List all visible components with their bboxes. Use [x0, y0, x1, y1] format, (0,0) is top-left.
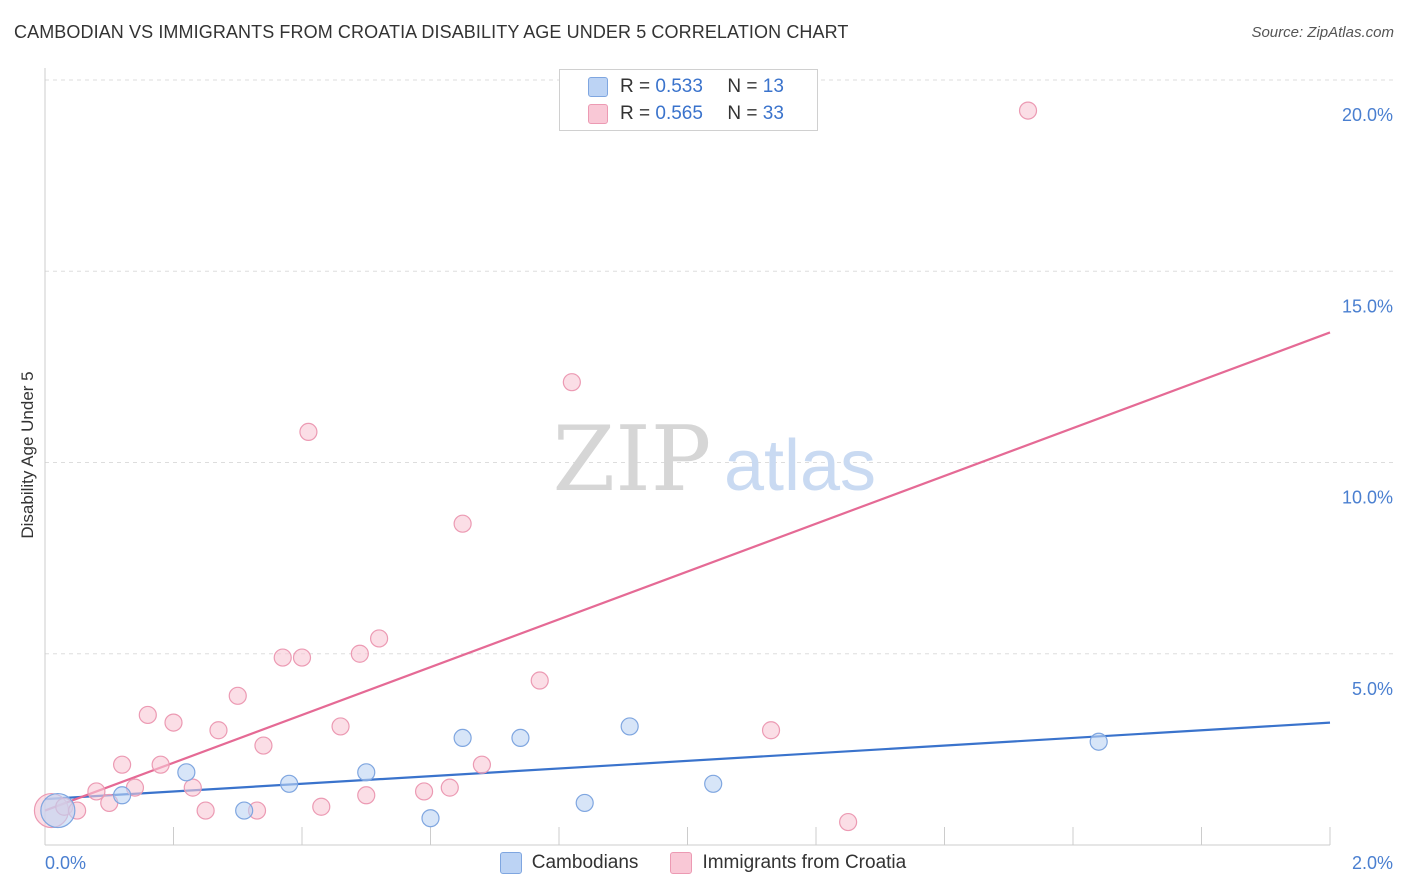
point-croatia	[196, 801, 215, 820]
point-croatia	[562, 373, 581, 392]
r-label: R =	[620, 76, 651, 97]
point-cambodians	[453, 728, 472, 748]
point-croatia	[209, 721, 228, 740]
y-tick-label: 5.0%	[1352, 679, 1393, 699]
point-croatia	[292, 648, 312, 667]
trend-lines	[44, 331, 1331, 812]
n-value: 33	[762, 103, 784, 124]
point-croatia	[273, 648, 292, 667]
point-cambodians	[620, 717, 639, 736]
legend-label-croatia: Immigrants from Croatia	[702, 852, 907, 873]
y-tick-label: 10.0%	[1342, 488, 1393, 508]
croatia-swatch	[588, 104, 608, 124]
point-cambodians	[421, 809, 440, 828]
point-croatia	[453, 514, 472, 533]
point-croatia	[112, 755, 132, 774]
trend-line-cambodians	[44, 721, 1331, 801]
data-points	[33, 101, 1108, 832]
point-croatia	[183, 778, 202, 797]
stats-legend: R = 0.533 N = 13 R = 0.565 N = 33	[559, 69, 818, 131]
point-croatia	[164, 713, 183, 732]
legend-item-cambodians[interactable]: Cambodians	[499, 852, 639, 874]
point-croatia	[228, 686, 247, 705]
point-cambodians	[235, 801, 254, 820]
axes	[44, 68, 1331, 846]
point-croatia	[87, 782, 106, 801]
point-croatia	[440, 778, 459, 797]
gridlines	[45, 79, 1395, 655]
r-value: 0.565	[655, 103, 703, 124]
point-cambodians	[1089, 732, 1108, 751]
point-cambodians	[357, 763, 376, 782]
y-tick-label: 20.0%	[1342, 105, 1393, 125]
n-value: 13	[762, 76, 784, 97]
x-tick-label: 0.0%	[45, 853, 86, 873]
point-cambodians	[704, 774, 723, 793]
legend-row-croatia: R = 0.565 N = 33	[588, 103, 784, 125]
point-croatia	[839, 812, 858, 832]
x-tick-label: 2.0%	[1352, 853, 1393, 873]
point-cambodians	[280, 774, 299, 793]
trend-line-croatia	[44, 331, 1331, 812]
point-cambodians	[511, 728, 530, 748]
cambodians-swatch	[499, 852, 522, 874]
watermark: ZIP atlas	[553, 407, 876, 512]
point-cambodians	[40, 792, 76, 829]
point-croatia	[138, 705, 157, 725]
point-croatia	[370, 629, 389, 648]
legend-item-croatia[interactable]: Immigrants from Croatia	[670, 852, 906, 874]
n-label: N =	[727, 76, 758, 97]
point-cambodians	[112, 786, 132, 805]
croatia-swatch	[670, 852, 693, 874]
watermark-zip: ZIP	[553, 407, 712, 512]
y-tick-label: 15.0%	[1342, 296, 1393, 316]
point-croatia	[530, 671, 549, 690]
point-croatia	[312, 797, 331, 816]
legend-label-cambodians: Cambodians	[531, 852, 639, 873]
tick-labels: 5.0% 10.0% 15.0% 20.0% 0.0% 2.0%	[45, 105, 1393, 873]
point-croatia	[151, 755, 170, 774]
series-legend: Cambodians Immigrants from Croatia	[0, 852, 1406, 874]
r-label: R =	[620, 103, 651, 124]
source-label: Source: ZipAtlas.com	[1251, 24, 1394, 41]
cambodians-swatch	[588, 77, 608, 97]
point-cambodians	[575, 793, 594, 813]
point-croatia	[331, 717, 350, 736]
point-croatia	[472, 755, 491, 774]
point-croatia	[761, 721, 781, 740]
watermark-atlas: atlas	[724, 426, 876, 506]
legend-row-cambodians: R = 0.533 N = 13	[588, 76, 784, 98]
point-croatia	[1018, 101, 1038, 120]
point-croatia	[299, 422, 318, 441]
point-croatia	[350, 644, 369, 663]
point-croatia	[254, 736, 273, 755]
n-label: N =	[727, 103, 758, 124]
point-croatia	[414, 782, 434, 801]
point-cambodians	[177, 763, 196, 782]
chart-title: CAMBODIAN VS IMMIGRANTS FROM CROATIA DIS…	[14, 22, 849, 42]
point-croatia	[357, 786, 376, 805]
r-value: 0.533	[655, 76, 703, 97]
